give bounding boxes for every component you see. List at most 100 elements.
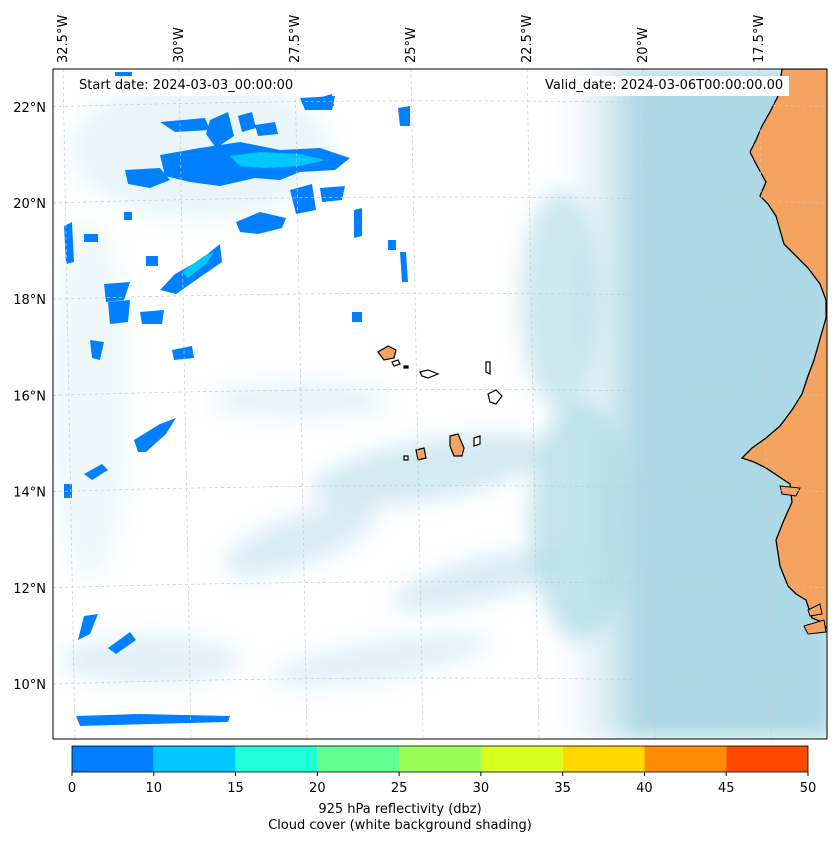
- latitude-tick-label: 18°N: [13, 293, 46, 308]
- colorbar-tick-label: 30: [472, 781, 490, 796]
- colorbar-segment: [644, 746, 727, 772]
- colorbar-tick-label: 20: [309, 781, 326, 796]
- meridian-gridline: [758, 69, 772, 739]
- colorbar-segment: [235, 746, 318, 772]
- colorbar-segment: [480, 746, 563, 772]
- reflectivity-blob: [104, 282, 130, 302]
- colorbar-tick-label: 0: [67, 781, 77, 796]
- reflectivity-blob: [398, 106, 410, 126]
- reflectivity-blob: [255, 122, 278, 136]
- island-sao-nicolau: [419, 369, 440, 379]
- reflectivity-blob: [108, 300, 130, 324]
- parallel-gridline: [53, 196, 827, 204]
- reflectivity-blob: [64, 222, 74, 264]
- reflectivity-blob: [290, 184, 316, 214]
- parallel-gridline: [53, 389, 827, 396]
- cloud-patch: [210, 382, 390, 418]
- island-maio: [473, 435, 481, 447]
- meridian-gridline: [642, 69, 656, 739]
- colorbar-tick-label: 15: [227, 781, 244, 796]
- parallel-gridline: [53, 100, 827, 108]
- parallel-gridline: [53, 677, 827, 685]
- colorbar-tick-label: 50: [799, 781, 817, 796]
- island-sao-vicente: [391, 359, 401, 367]
- reflectivity-blob: [90, 340, 104, 360]
- colorbar-segment: [562, 746, 645, 772]
- colorbar-tick-label: 45: [717, 781, 735, 796]
- cloud-patch: [392, 548, 568, 612]
- island-santo-antao: [377, 345, 397, 361]
- gambia-river-land: [779, 485, 801, 497]
- parallel-gridline: [53, 292, 827, 300]
- longitude-tick-label: 17.5°W: [752, 15, 767, 63]
- reflectivity-blob: [230, 152, 325, 168]
- cloud-patch: [530, 400, 630, 640]
- valid-date-label: Valid_date: 2024-03-06T00:00:00.00: [539, 76, 790, 96]
- latitude-tick-label: 22°N: [13, 101, 46, 116]
- latitude-tick-label: 16°N: [13, 389, 46, 404]
- meridian-gridline: [178, 69, 192, 739]
- longitude-tick-label: 25°W: [404, 27, 419, 63]
- cloud-patch: [271, 632, 489, 688]
- reflectivity-contours: [64, 72, 410, 726]
- reflectivity-blob: [160, 118, 210, 132]
- cloud-patch: [224, 503, 376, 577]
- latitude-tick-label: 20°N: [13, 197, 46, 212]
- island-santiago: [449, 433, 465, 457]
- reflectivity-blob: [108, 632, 136, 654]
- latitude-tick-label: 10°N: [13, 678, 46, 693]
- reflectivity-blob: [84, 234, 98, 242]
- colorbar-tick-label: 25: [390, 781, 408, 796]
- reflectivity-blob: [146, 256, 158, 266]
- meridian-gridline: [62, 69, 76, 739]
- reflectivity-blob: [352, 312, 362, 322]
- colorbar-segment: [72, 746, 154, 772]
- reflectivity-blob: [172, 346, 194, 360]
- colorbar-segment: [153, 746, 236, 772]
- reflectivity-blob: [76, 714, 230, 726]
- map-border: [52, 68, 828, 740]
- gridlines: [53, 69, 827, 739]
- colorbar-segment: [399, 746, 481, 772]
- reflectivity-blob: [84, 464, 108, 480]
- island-brava: [403, 455, 409, 461]
- bissagos-island: [803, 619, 827, 635]
- meridian-gridline: [410, 69, 424, 739]
- colorbar-tick-label: 40: [636, 781, 653, 796]
- longitude-tick-label: 32.5°W: [56, 15, 71, 63]
- reflectivity-blob: [354, 208, 362, 238]
- map-layers: [53, 69, 827, 739]
- island-boa-vista: [487, 389, 503, 405]
- reflectivity-blob: [140, 310, 164, 324]
- latitude-labels: 22°N 20°N 18°N 16°N 14°N 12°N 10°N: [13, 101, 46, 693]
- reflectivity-blob: [124, 212, 132, 220]
- island-fogo: [415, 447, 427, 461]
- longitude-tick-label: 22.5°W: [520, 15, 535, 63]
- reflectivity-blob: [182, 252, 214, 278]
- reflectivity-blob: [318, 94, 334, 106]
- reflectivity-blob: [125, 168, 170, 188]
- colorbar-border: [71, 745, 809, 773]
- meridian-gridline: [294, 69, 308, 739]
- cloud-patch: [520, 190, 600, 410]
- latitude-tick-label: 12°N: [13, 582, 46, 597]
- reflectivity-blob: [236, 212, 286, 234]
- bissagos-island: [807, 603, 823, 617]
- reflectivity-blob: [64, 484, 72, 498]
- colorbar-tick-label: 35: [554, 781, 571, 796]
- parallel-gridline: [53, 485, 827, 492]
- cape-verde-islands: [377, 345, 503, 461]
- latitude-tick-label: 14°N: [13, 486, 46, 501]
- longitude-tick-label: 30°W: [172, 27, 187, 63]
- colorbar-segment: [726, 746, 808, 772]
- longitude-tick-label: 20°W: [636, 27, 651, 63]
- island-sal: [485, 361, 491, 375]
- colorbar-tick-label: 10: [145, 781, 163, 796]
- colorbar-segment: [317, 746, 400, 772]
- island-santa-luzia: [403, 365, 409, 369]
- reflectivity-blob: [206, 112, 234, 148]
- reflectivity-blob: [78, 614, 98, 640]
- reflectivity-blob: [238, 112, 256, 132]
- reflectivity-blob: [134, 418, 176, 452]
